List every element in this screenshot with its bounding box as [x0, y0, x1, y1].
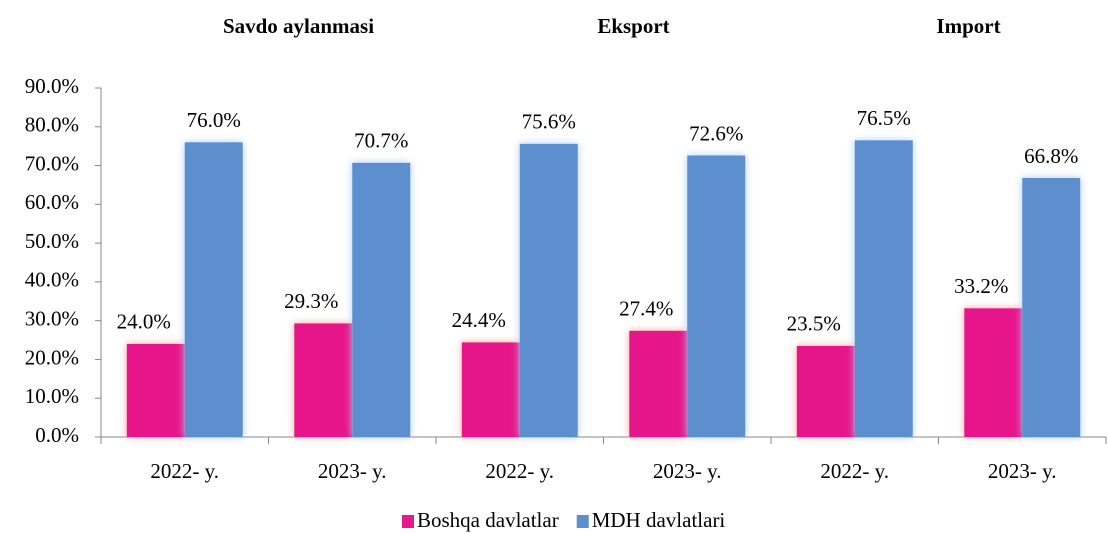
y-tick-label: 40.0%	[25, 268, 79, 292]
value-label: 72.6%	[689, 121, 743, 145]
bar	[687, 155, 746, 437]
value-label: 70.7%	[354, 129, 408, 153]
y-tick-label: 20.0%	[25, 345, 79, 369]
x-tick-label: 2023- y.	[988, 459, 1057, 483]
bar	[854, 140, 913, 437]
x-tick-label: 2022- y.	[150, 459, 219, 483]
value-label: 24.4%	[452, 308, 506, 332]
y-tick-label: 70.0%	[25, 151, 79, 175]
bar	[352, 162, 411, 437]
y-tick-label: 0.0%	[35, 423, 79, 447]
x-tick-label: 2022- y.	[820, 459, 889, 483]
x-tick-label: 2022- y.	[485, 459, 554, 483]
value-label: 33.2%	[954, 274, 1008, 298]
legend-swatch	[576, 515, 589, 528]
bar	[519, 143, 578, 437]
bar	[184, 142, 243, 438]
bar	[1022, 177, 1081, 437]
group-title: Savdo aylanmasi	[223, 14, 374, 38]
value-label: 76.5%	[857, 106, 911, 130]
legend-label: Boshqa davlatlar	[417, 508, 559, 532]
y-tick-label: 10.0%	[25, 384, 79, 408]
bar	[629, 330, 688, 437]
bar	[796, 345, 855, 437]
value-label: 66.8%	[1024, 144, 1078, 168]
y-tick-label: 30.0%	[25, 306, 79, 330]
x-tick-label: 2023- y.	[653, 459, 722, 483]
value-label: 75.6%	[522, 110, 576, 134]
bar	[126, 343, 185, 437]
y-tick-label: 90.0%	[25, 74, 79, 98]
y-tick-label: 50.0%	[25, 229, 79, 253]
value-label: 24.0%	[117, 310, 171, 334]
group-title: Import	[936, 14, 1000, 38]
value-label: 23.5%	[787, 312, 841, 336]
legend-label: MDH davlatlari	[592, 508, 726, 532]
value-label: 76.0%	[187, 108, 241, 132]
bar	[964, 308, 1023, 437]
bar	[461, 342, 520, 437]
value-label: 27.4%	[619, 297, 673, 321]
y-tick-label: 60.0%	[25, 190, 79, 214]
legend-swatch	[402, 515, 414, 528]
x-tick-label: 2023- y.	[318, 459, 387, 483]
value-label: 29.3%	[284, 289, 338, 313]
y-tick-label: 80.0%	[25, 113, 79, 137]
group-title: Eksport	[597, 14, 669, 38]
bar	[294, 323, 353, 437]
